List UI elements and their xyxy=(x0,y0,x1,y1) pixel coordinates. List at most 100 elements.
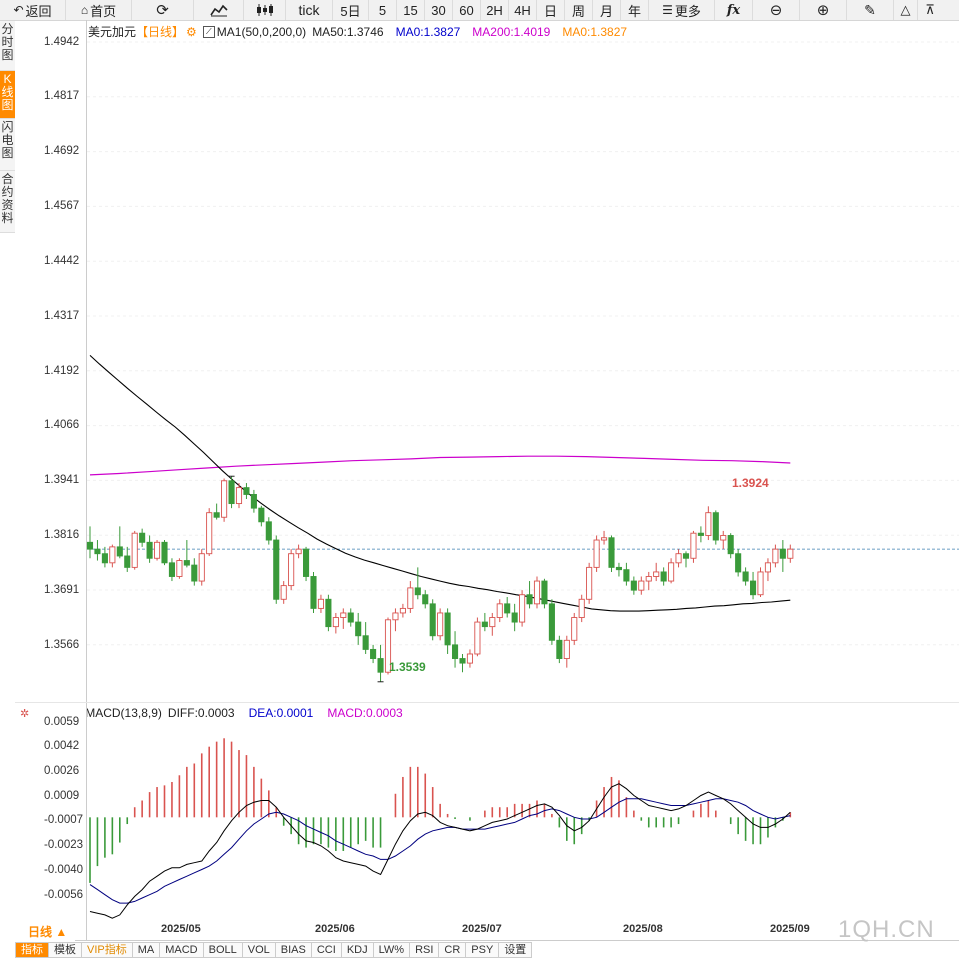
macd-tick: -0.0007 xyxy=(44,814,84,826)
settings-icon[interactable]: ⚙ xyxy=(186,24,197,39)
candle-body xyxy=(638,580,645,591)
draw-button[interactable]: ✎ xyxy=(847,0,894,20)
macd-tick: -0.0023 xyxy=(44,839,84,851)
zoom-in-button[interactable]: ⊕ xyxy=(800,0,847,20)
candle-body xyxy=(228,480,235,505)
candle-body xyxy=(116,546,123,557)
candle-body xyxy=(332,617,339,628)
more-button[interactable]: ☰ 更多 xyxy=(649,0,715,20)
tab-ma[interactable]: MA xyxy=(132,942,161,958)
candle-body xyxy=(94,548,101,555)
candle-body xyxy=(541,580,548,605)
tab-indicators[interactable]: 指标 xyxy=(15,942,49,958)
candle-body xyxy=(645,576,652,582)
formula-button[interactable]: fx xyxy=(715,0,753,20)
candle-body xyxy=(265,521,272,541)
tab-settings[interactable]: 设置 xyxy=(499,942,533,958)
period-30min-button[interactable]: 30 xyxy=(425,0,453,20)
price-tick: 1.3816 xyxy=(44,529,80,541)
layout-button[interactable]: ⊼ xyxy=(918,0,942,20)
macd-tick: -0.0056 xyxy=(44,889,84,901)
candle-chart-button[interactable] xyxy=(244,0,286,20)
line-chart-button[interactable] xyxy=(194,0,244,20)
candle-body xyxy=(452,644,459,659)
period-week-button[interactable]: 周 xyxy=(565,0,593,20)
line-chart-icon xyxy=(209,4,228,17)
tab-rsi[interactable]: RSI xyxy=(410,942,440,958)
candle-body xyxy=(615,566,622,571)
price-tick: 1.4942 xyxy=(44,36,80,48)
candle-body xyxy=(146,541,153,559)
tab-templates[interactable]: 模板 xyxy=(49,942,82,958)
tab-cr[interactable]: CR xyxy=(439,942,467,958)
price-tick: 1.3566 xyxy=(44,639,80,651)
macd-diff: DIFF:0.0003 xyxy=(167,706,235,720)
candle-body xyxy=(303,548,310,577)
symbol-name: 美元加元 xyxy=(88,25,137,39)
macd-name: MACD(13,8,9) xyxy=(85,706,162,720)
tab-lw[interactable]: LW% xyxy=(373,942,411,958)
candle-body xyxy=(86,541,94,550)
candle-body xyxy=(772,548,779,564)
candle-body xyxy=(623,569,630,582)
candle-body xyxy=(735,553,742,573)
period-5day-button[interactable]: 5日 xyxy=(333,0,369,20)
period-5min-button[interactable]: 5 xyxy=(369,0,397,20)
tick-button[interactable]: tick xyxy=(286,0,333,20)
ma50-value: MA50:1.3746 xyxy=(312,24,384,39)
macd-legend: ✲ MACD(13,8,9) DIFF:0.0003 DEA:0.0001 MA… xyxy=(20,706,403,720)
candle-body xyxy=(429,603,436,637)
tab-psy[interactable]: PSY xyxy=(466,942,500,958)
period-15min-button[interactable]: 15 xyxy=(397,0,425,20)
tab-vol[interactable]: VOL xyxy=(242,942,276,958)
tab-boll[interactable]: BOLL xyxy=(203,942,243,958)
triangle-bar-icon: ⊼ xyxy=(925,2,935,17)
period-4h-button[interactable]: 4H xyxy=(509,0,537,20)
candle-body xyxy=(355,621,362,637)
sidebar-item-flash[interactable]: 闪电图 xyxy=(0,119,15,171)
back-button[interactable]: ↶ 返回 xyxy=(0,0,66,20)
period-month-button[interactable]: 月 xyxy=(593,0,621,20)
candle-body xyxy=(273,539,280,600)
candle-body xyxy=(712,512,719,541)
ma200-value: MA200:1.4019 xyxy=(472,24,551,39)
sidebar-item-contract-info[interactable]: 合约资料 xyxy=(0,171,15,233)
candle-body xyxy=(370,648,377,659)
price-tick: 1.4317 xyxy=(44,310,80,322)
sidebar-item-kline[interactable]: K线图 xyxy=(0,71,15,119)
period-year-button[interactable]: 年 xyxy=(621,0,649,20)
indicator-icon[interactable]: ⟋ xyxy=(202,25,215,38)
candle-body xyxy=(399,607,406,614)
macd-settings-icon[interactable]: ✲ xyxy=(20,707,30,720)
price-tick: 1.4066 xyxy=(44,419,80,431)
tab-vip-indicators[interactable]: VIP指标 xyxy=(82,942,133,958)
candle-body xyxy=(571,617,578,641)
tab-kdj[interactable]: KDJ xyxy=(341,942,374,958)
candle-body xyxy=(757,571,764,596)
refresh-button[interactable]: ⟳ xyxy=(132,0,194,20)
period-day-button[interactable]: 日 xyxy=(537,0,565,20)
candle-body xyxy=(124,555,131,568)
candle-body xyxy=(742,571,749,582)
sidebar-item-intraday[interactable]: 分时图 xyxy=(0,21,15,71)
top-toolbar: ↶ 返回 ⌂ 首页 ⟳ tick 5日 5 15 30 60 2H 4H 日 周 月… xyxy=(0,0,959,21)
period-selector[interactable]: 日线 ▲ xyxy=(15,924,75,941)
expand-button[interactable]: △ xyxy=(894,0,918,20)
period-2h-button[interactable]: 2H xyxy=(481,0,509,20)
tab-bias[interactable]: BIAS xyxy=(275,942,312,958)
candle-body xyxy=(258,507,265,523)
candle-body xyxy=(593,539,600,568)
candle-body xyxy=(362,635,369,650)
price-tick: 1.4817 xyxy=(44,90,80,102)
tab-cci[interactable]: CCI xyxy=(311,942,342,958)
candle-body xyxy=(161,541,168,564)
candle-body xyxy=(109,546,116,564)
candle-body xyxy=(101,553,108,564)
home-button[interactable]: ⌂ 首页 xyxy=(66,0,132,20)
tab-macd[interactable]: MACD xyxy=(160,942,204,958)
candle-body xyxy=(250,494,257,509)
candle-body xyxy=(213,512,220,518)
period-60min-button[interactable]: 60 xyxy=(453,0,481,20)
zoom-out-button[interactable]: ⊖ xyxy=(753,0,800,20)
